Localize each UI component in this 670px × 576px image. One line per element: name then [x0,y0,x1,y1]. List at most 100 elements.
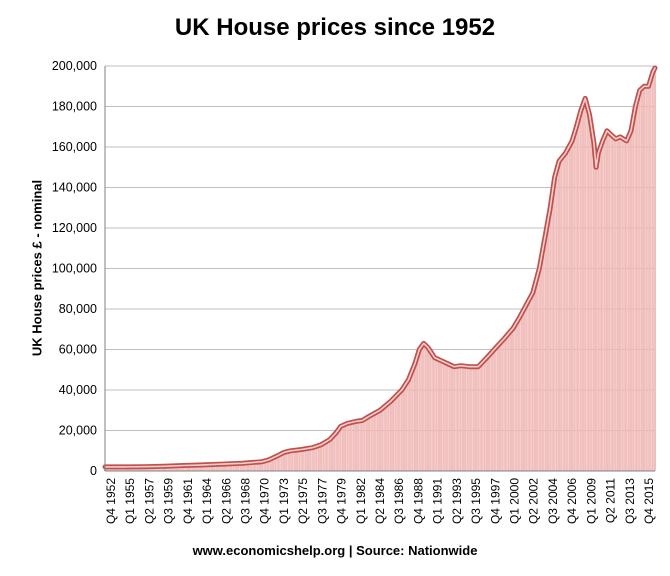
quarter-bar [355,421,357,472]
x-tick-label: Q1 1991 [431,478,445,524]
quarter-bar [614,138,617,472]
quarter-bar [359,420,362,472]
x-tick-label: Q2 1975 [296,478,310,524]
x-tick-label: Q3 1959 [162,478,176,524]
quarter-bar [496,345,499,472]
quarter-bar [374,412,377,472]
quarter-bar [429,350,432,472]
quarter-bar [400,389,403,472]
x-tick-label: Q4 1952 [104,478,118,524]
y-tick-label: 60,000 [59,343,97,357]
x-tick-label: Q1 2009 [584,478,598,524]
quarter-bar [647,86,650,472]
quarter-bar [645,86,648,472]
quarter-bar [335,432,338,472]
quarter-bar [488,355,491,472]
quarter-bar [357,420,360,472]
quarter-bar [603,135,606,472]
quarter-bar [350,422,353,472]
quarter-bar [446,363,449,472]
quarter-bar [304,448,307,472]
quarter-bar [309,447,312,472]
quarter-bar [627,135,630,472]
quarter-bar [536,276,539,472]
y-tick-label: 180,000 [52,100,97,114]
quarter-bar [444,362,447,472]
price-line-inner [104,67,656,468]
quarter-bar [599,146,602,472]
quarter-bar [590,128,593,472]
quarter-bar [365,417,368,472]
quarter-bar [610,134,613,472]
quarter-bar [494,347,497,472]
quarter-bar [577,118,580,472]
quarter-bar [464,366,467,472]
quarter-bar [457,365,460,472]
x-tick-label: Q4 1961 [181,478,195,524]
quarter-bar [396,394,399,472]
quarter-bar [479,364,482,472]
x-tick-label: Q4 1979 [335,478,349,524]
quarter-bar [527,300,530,472]
quarter-bar [472,366,475,472]
y-tick-label: 40,000 [59,383,97,397]
x-tick-label: Q1 1973 [277,478,291,524]
quarter-bar [331,437,333,472]
quarter-bar [503,338,506,472]
quarter-bar [538,268,541,472]
quarter-bar [555,169,558,472]
x-tick-label: Q1 1955 [123,478,137,524]
quarter-bar [361,420,364,472]
quarter-bar [481,362,484,472]
quarter-bar [651,71,654,472]
quarter-bar [579,110,582,472]
quarter-bar [621,138,624,472]
quarter-bar [514,324,517,472]
quarter-bar [588,114,591,472]
quarter-bar [638,90,641,472]
x-tick-label: Q3 1977 [315,478,329,524]
quarter-bar [298,449,301,472]
quarter-bar [394,396,397,472]
quarter-bar [337,429,340,472]
x-tick-label: Q4 1970 [258,478,272,524]
quarter-bar [551,192,554,472]
x-tick-label: Q2 1957 [142,478,156,524]
quarter-bar [606,130,608,472]
quarter-bar [403,386,405,472]
quarter-bar [518,316,521,472]
quarter-bar [296,449,298,472]
quarter-bar [352,421,355,472]
quarter-bar [431,354,434,472]
x-tick-labels: Q4 1952 Q1 1955 Q2 1957 Q3 1959 Q4 1961 Q1 19… [104,478,656,524]
quarter-bar [512,328,515,472]
x-tick-label: Q2 2002 [527,478,541,524]
quarter-bar [392,398,395,472]
quarter-bar [427,347,429,472]
quarter-bar [383,406,386,472]
quarter-bar [490,352,493,472]
y-tick-label: 160,000 [52,140,97,154]
quarter-bar [634,106,637,472]
quarter-bar [451,365,453,472]
quarter-bar [573,133,576,472]
quarter-bar [390,400,392,472]
quarter-bar [418,349,421,472]
x-tick-label: Q3 1995 [469,478,483,524]
quarter-bar [407,379,410,472]
quarter-bar [643,86,645,472]
quarter-bar [462,365,464,472]
quarter-bar [409,374,412,472]
quarter-bar [540,256,543,472]
axes [104,66,655,472]
quarter-bar [477,366,480,472]
y-tick-label: 200,000 [52,59,97,73]
quarter-bar [324,441,327,472]
quarter-bar [475,366,477,472]
quarter-bar [575,126,578,472]
quarter-bar [544,231,547,472]
quarter-bar [566,148,569,472]
quarter-bar [640,88,643,472]
quarter-bar [564,152,567,472]
quarter-bar [582,104,584,472]
